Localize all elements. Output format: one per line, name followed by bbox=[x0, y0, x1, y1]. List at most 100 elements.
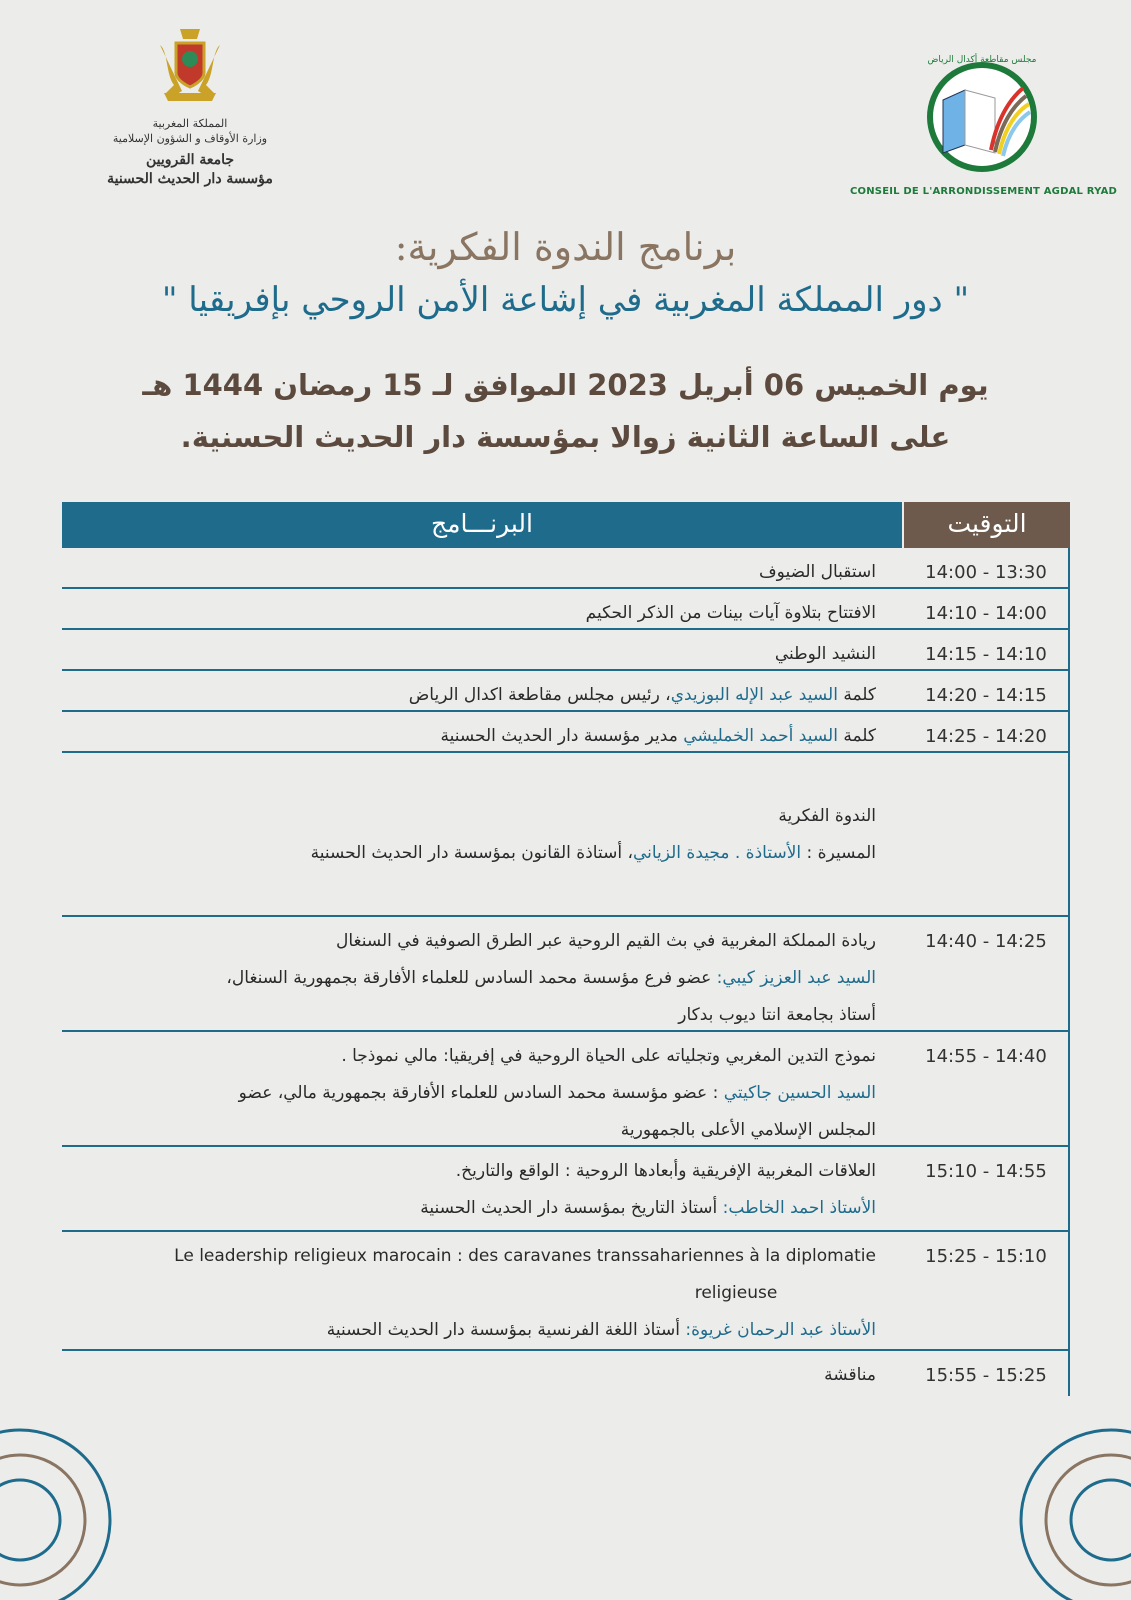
line-text: ، رئيس مجلس مقاطعة اكدال الرياض bbox=[408, 685, 671, 705]
line-prefix: كلمة bbox=[837, 726, 876, 746]
program-line: الافتتاح بتلاوة آيات بينات من الذكر الحك… bbox=[76, 595, 876, 632]
line-text: عضو فرع مؤسسة محمد السادس للعلماء الأفار… bbox=[226, 968, 717, 988]
table-row: نموذج التدين المغربي وتجلياته على الحياة… bbox=[62, 1032, 1070, 1147]
line-text: النشيد الوطني bbox=[774, 644, 876, 664]
time-cell: 14:55 - 14:40 bbox=[904, 1032, 1070, 1145]
table-body: استقبال الضيوف 14:00 - 13:30 الافتتاح بتلا… bbox=[62, 548, 1070, 1396]
decorative-ornament-left bbox=[0, 1428, 112, 1600]
logo-french-text: CONSEIL DE L'ARRONDISSEMENT AGDAL RYAD bbox=[850, 186, 1118, 197]
decorative-ornament-right bbox=[1019, 1428, 1131, 1600]
seminar-theme: " دور المملكة المغربية في إشاعة الأمن ال… bbox=[161, 280, 970, 320]
program-line: religieuse bbox=[76, 1275, 876, 1312]
program-cell: ريادة المملكة المغربية في بث القيم الروح… bbox=[62, 917, 904, 1030]
speaker-name: السيد عبد العزيز كيبي: bbox=[716, 968, 876, 988]
program-cell: كلمة السيد أحمد الخمليشي مدير مؤسسة دار … bbox=[62, 712, 904, 751]
arrondissement-logo: مجلس مقاطعة أكدال الرياض bbox=[927, 53, 1037, 172]
line-text: العلاقات المغربية الإفريقية وأبعادها الر… bbox=[455, 1161, 876, 1181]
program-line: السيد الحسين جاكيتي : عضو مؤسسة محمد الس… bbox=[76, 1075, 876, 1112]
org-line: المملكة المغربية bbox=[152, 117, 228, 130]
program-line: ريادة المملكة المغربية في بث القيم الروح… bbox=[76, 923, 876, 960]
event-date: يوم الخميس 06 أبريل 2023 الموافق لـ 15 ر… bbox=[142, 368, 989, 402]
program-line: السيد عبد العزيز كيبي: عضو فرع مؤسسة محم… bbox=[76, 960, 876, 997]
org-line: جامعة القرويين bbox=[145, 151, 235, 168]
time-cell bbox=[904, 753, 1070, 915]
time-cell: 15:10 - 14:55 bbox=[904, 1147, 1070, 1230]
program-line: استقبال الضيوف bbox=[76, 554, 876, 591]
program-line: كلمة السيد عبد الإله البوزيدي، رئيس مجلس… bbox=[76, 677, 876, 714]
time-column-header: التوقيت bbox=[904, 502, 1070, 548]
table-row: ريادة المملكة المغربية في بث القيم الروح… bbox=[62, 917, 1070, 1032]
table-header: البرنـــامج التوقيت bbox=[62, 502, 1070, 548]
line-prefix: كلمة bbox=[837, 685, 876, 705]
royal-coat-of-arms-icon bbox=[160, 29, 220, 101]
line-text: religieuse bbox=[694, 1283, 778, 1303]
program-cell: Le leadership religieux marocain : des c… bbox=[62, 1232, 904, 1349]
program-cell: الافتتاح بتلاوة آيات بينات من الذكر الحك… bbox=[62, 589, 904, 628]
line-text: المجلس الإسلامي الأعلى بالجمهورية bbox=[620, 1120, 876, 1140]
program-line: أستاذ بجامعة انتا ديوب بدكار bbox=[76, 997, 876, 1034]
line-text: Le leadership religieux marocain : des c… bbox=[174, 1246, 876, 1266]
program-table: البرنـــامج التوقيت استقبال الضيوف 14:00 … bbox=[62, 502, 1070, 1396]
speaker-name: الأستاذة . مجيدة الزياني bbox=[632, 843, 802, 863]
time-cell: 14:25 - 14:20 bbox=[904, 712, 1070, 751]
event-venue: على الساعة الثانية زوالا بمؤسسة دار الحد… bbox=[180, 420, 951, 454]
line-text: الافتتاح بتلاوة آيات بينات من الذكر الحك… bbox=[585, 603, 876, 623]
speaker-name: الأستاذ احمد الخاطب: bbox=[722, 1198, 876, 1218]
time-cell: 14:10 - 14:00 bbox=[904, 589, 1070, 628]
line-text: استقبال الضيوف bbox=[759, 562, 876, 582]
line-text: الندوة الفكرية bbox=[778, 806, 876, 826]
line-prefix: المسيرة : bbox=[801, 843, 876, 863]
table-row: كلمة السيد عبد الإله البوزيدي، رئيس مجلس… bbox=[62, 671, 1070, 712]
program-line: الندوة الفكرية bbox=[76, 798, 876, 835]
speaker-name: السيد عبد الإله البوزيدي bbox=[670, 685, 838, 705]
program-line: الأستاذ احمد الخاطب: أستاذ التاريخ بمؤسس… bbox=[76, 1190, 876, 1227]
program-title: برنامج الندوة الفكرية: bbox=[394, 225, 737, 269]
line-text: مدير مؤسسة دار الحديث الحسنية bbox=[440, 726, 684, 746]
program-cell: كلمة السيد عبد الإله البوزيدي، رئيس مجلس… bbox=[62, 671, 904, 710]
line-text: نموذج التدين المغربي وتجلياته على الحياة… bbox=[341, 1046, 876, 1066]
program-column-header: البرنـــامج bbox=[62, 502, 902, 548]
org-line: وزارة الأوقاف و الشؤون الإسلامية bbox=[112, 131, 268, 145]
program-line: مناقشة bbox=[76, 1357, 876, 1394]
speaker-name: السيد أحمد الخمليشي bbox=[683, 726, 838, 746]
program-line: الأستاذ عبد الرحمان غريوة: أستاذ اللغة ا… bbox=[76, 1312, 876, 1349]
program-cell: الندوة الفكرية المسيرة : الأستاذة . مجيدة… bbox=[62, 753, 904, 915]
program-line: المسيرة : الأستاذة . مجيدة الزياني، أستا… bbox=[76, 835, 876, 872]
table-row: استقبال الضيوف 14:00 - 13:30 bbox=[62, 548, 1070, 589]
program-cell: مناقشة bbox=[62, 1351, 904, 1396]
line-text: ، أستاذة القانون بمؤسسة دار الحديث الحسن… bbox=[310, 843, 633, 863]
line-text: : عضو مؤسسة محمد السادس للعلماء الأفارقة… bbox=[238, 1083, 724, 1103]
program-line: Le leadership religieux marocain : des c… bbox=[76, 1238, 876, 1275]
time-cell: 15:55 - 15:25 bbox=[904, 1351, 1070, 1396]
table-row: النشيد الوطني 14:15 - 14:10 bbox=[62, 630, 1070, 671]
logo-arabic-text: مجلس مقاطعة أكدال الرياض bbox=[928, 53, 1037, 65]
table-row: مناقشة 15:55 - 15:25 bbox=[62, 1351, 1070, 1396]
time-cell: 14:40 - 14:25 bbox=[904, 917, 1070, 1030]
table-row: كلمة السيد أحمد الخمليشي مدير مؤسسة دار … bbox=[62, 712, 1070, 753]
program-line: كلمة السيد أحمد الخمليشي مدير مؤسسة دار … bbox=[76, 718, 876, 755]
program-cell: النشيد الوطني bbox=[62, 630, 904, 669]
table-row: الافتتاح بتلاوة آيات بينات من الذكر الحك… bbox=[62, 589, 1070, 630]
time-cell: 14:20 - 14:15 bbox=[904, 671, 1070, 710]
speaker-name: السيد الحسين جاكيتي bbox=[723, 1083, 876, 1103]
time-cell: 14:00 - 13:30 bbox=[904, 548, 1070, 587]
program-line: العلاقات المغربية الإفريقية وأبعادها الر… bbox=[76, 1153, 876, 1190]
time-cell: 14:15 - 14:10 bbox=[904, 630, 1070, 669]
time-cell: 15:25 - 15:10 bbox=[904, 1232, 1070, 1349]
table-row: الندوة الفكرية المسيرة : الأستاذة . مجيدة… bbox=[62, 753, 1070, 917]
line-text: أستاذ التاريخ بمؤسسة دار الحديث الحسنية bbox=[420, 1198, 723, 1218]
speaker-name: الأستاذ عبد الرحمان غريوة: bbox=[685, 1320, 876, 1340]
ministry-logo-block: المملكة المغربية وزارة الأوقاف و الشؤون … bbox=[95, 25, 285, 188]
org-line: مؤسسة دار الحديث الحسنية bbox=[107, 170, 273, 187]
program-cell: العلاقات المغربية الإفريقية وأبعادها الر… bbox=[62, 1147, 904, 1230]
table-row: العلاقات المغربية الإفريقية وأبعادها الر… bbox=[62, 1147, 1070, 1232]
line-text: ريادة المملكة المغربية في بث القيم الروح… bbox=[335, 931, 876, 951]
line-text: أستاذ بجامعة انتا ديوب بدكار bbox=[678, 1005, 876, 1025]
line-text: أستاذ اللغة الفرنسية بمؤسسة دار الحديث ا… bbox=[326, 1320, 686, 1340]
program-line: نموذج التدين المغربي وتجلياته على الحياة… bbox=[76, 1038, 876, 1075]
table-row: Le leadership religieux marocain : des c… bbox=[62, 1232, 1070, 1351]
program-line: المجلس الإسلامي الأعلى بالجمهورية bbox=[76, 1112, 876, 1149]
program-cell: نموذج التدين المغربي وتجلياته على الحياة… bbox=[62, 1032, 904, 1145]
program-cell: استقبال الضيوف bbox=[62, 548, 904, 587]
line-text: مناقشة bbox=[824, 1365, 876, 1385]
